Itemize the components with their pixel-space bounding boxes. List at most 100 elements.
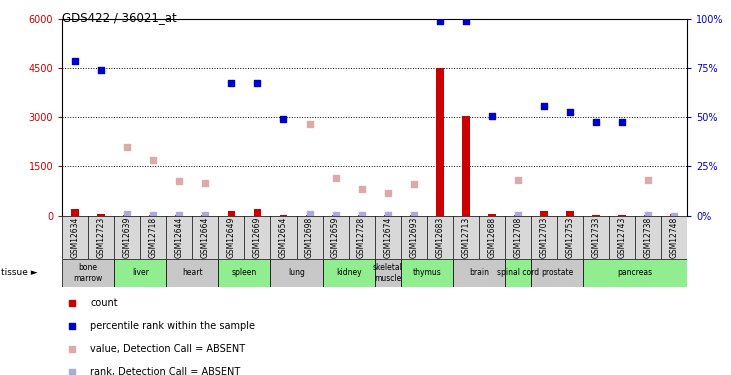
Point (66, 346, 77, 352)
Point (95, 67, 107, 73)
Point (200, 212, 211, 218)
Bar (71, 209, 79, 216)
Text: GSM12718: GSM12718 (149, 217, 158, 258)
Text: thymus: thymus (412, 268, 441, 278)
Text: GSM12733: GSM12733 (591, 217, 600, 258)
Text: pancreas: pancreas (618, 268, 653, 278)
Point (408, 212, 420, 218)
Point (278, 116, 289, 122)
Point (69, 58, 81, 64)
Bar (462, 116, 470, 216)
Point (408, 182, 420, 188)
Bar (254, 209, 262, 216)
Text: GSM12649: GSM12649 (227, 217, 236, 258)
Bar (202, 215, 209, 216)
Bar (167, 259, 219, 287)
Point (66, 300, 77, 306)
Point (148, 212, 159, 218)
Bar (357, 215, 366, 216)
Text: GSM12698: GSM12698 (305, 217, 314, 258)
Text: GSM12664: GSM12664 (201, 217, 210, 258)
Bar (644, 215, 652, 216)
Point (643, 177, 654, 183)
Text: GSM12738: GSM12738 (643, 217, 653, 258)
Point (434, 18, 446, 24)
Text: GSM12693: GSM12693 (409, 217, 418, 258)
Text: skeletal
muscle: skeletal muscle (373, 263, 403, 282)
Text: GSM12683: GSM12683 (435, 217, 444, 258)
Point (148, 157, 159, 163)
Text: GSM12703: GSM12703 (539, 217, 548, 258)
Text: prostate: prostate (541, 268, 573, 278)
Text: count: count (90, 298, 118, 308)
Bar (583, 259, 687, 287)
Point (486, 112, 498, 118)
Point (330, 175, 341, 181)
Point (303, 211, 315, 217)
Point (66, 323, 77, 329)
Text: kidney: kidney (336, 268, 361, 278)
Text: liver: liver (132, 268, 148, 278)
Text: GSM12669: GSM12669 (253, 217, 262, 258)
Bar (531, 259, 583, 287)
Bar (227, 211, 235, 216)
Point (460, 18, 471, 24)
Point (382, 212, 393, 218)
Bar (175, 215, 183, 216)
Bar (514, 215, 522, 216)
Point (121, 211, 133, 217)
Bar (219, 259, 270, 287)
Bar (270, 259, 322, 287)
Bar (618, 215, 626, 216)
Text: GSM12753: GSM12753 (566, 217, 575, 258)
Text: spinal cord: spinal cord (497, 268, 539, 278)
Bar (97, 214, 105, 216)
Bar (488, 214, 496, 216)
Bar (149, 215, 157, 216)
Bar (384, 215, 392, 216)
Text: bone
marrow: bone marrow (74, 263, 103, 282)
Text: brain: brain (469, 268, 489, 278)
Point (226, 80, 238, 86)
Text: value, Detection Call = ABSENT: value, Detection Call = ABSENT (90, 344, 246, 354)
Text: GSM12743: GSM12743 (618, 217, 626, 258)
Bar (670, 214, 678, 216)
Point (66, 369, 77, 375)
Bar (332, 215, 339, 216)
Point (303, 121, 315, 127)
Point (173, 178, 185, 184)
Point (173, 212, 185, 218)
Text: heart: heart (182, 268, 202, 278)
Text: rank, Detection Call = ABSENT: rank, Detection Call = ABSENT (90, 367, 240, 375)
Bar (452, 259, 505, 287)
Bar (566, 211, 574, 216)
Text: lung: lung (288, 268, 305, 278)
Bar (540, 211, 548, 216)
Point (512, 177, 523, 183)
Text: GSM12728: GSM12728 (357, 217, 366, 258)
Text: percentile rank within the sample: percentile rank within the sample (90, 321, 255, 331)
Point (121, 144, 133, 150)
Text: GSM12654: GSM12654 (279, 217, 288, 258)
Bar (279, 215, 287, 216)
Bar (62, 259, 114, 287)
Text: GSM12659: GSM12659 (331, 217, 340, 258)
Point (512, 212, 523, 218)
Bar (592, 215, 600, 216)
Point (356, 186, 368, 192)
Bar (410, 215, 417, 216)
Text: GSM12644: GSM12644 (175, 217, 183, 258)
Text: GDS422 / 36021_at: GDS422 / 36021_at (62, 11, 177, 24)
Point (643, 212, 654, 218)
Text: GSM12708: GSM12708 (513, 217, 523, 258)
Point (590, 119, 602, 125)
Point (200, 180, 211, 186)
Point (616, 119, 628, 125)
Bar (306, 215, 314, 216)
Text: GSM12674: GSM12674 (383, 217, 392, 258)
Text: GSM12639: GSM12639 (123, 217, 132, 258)
Point (668, 213, 680, 219)
Bar (401, 259, 452, 287)
Text: tissue ►: tissue ► (1, 268, 38, 278)
Text: spleen: spleen (232, 268, 257, 278)
